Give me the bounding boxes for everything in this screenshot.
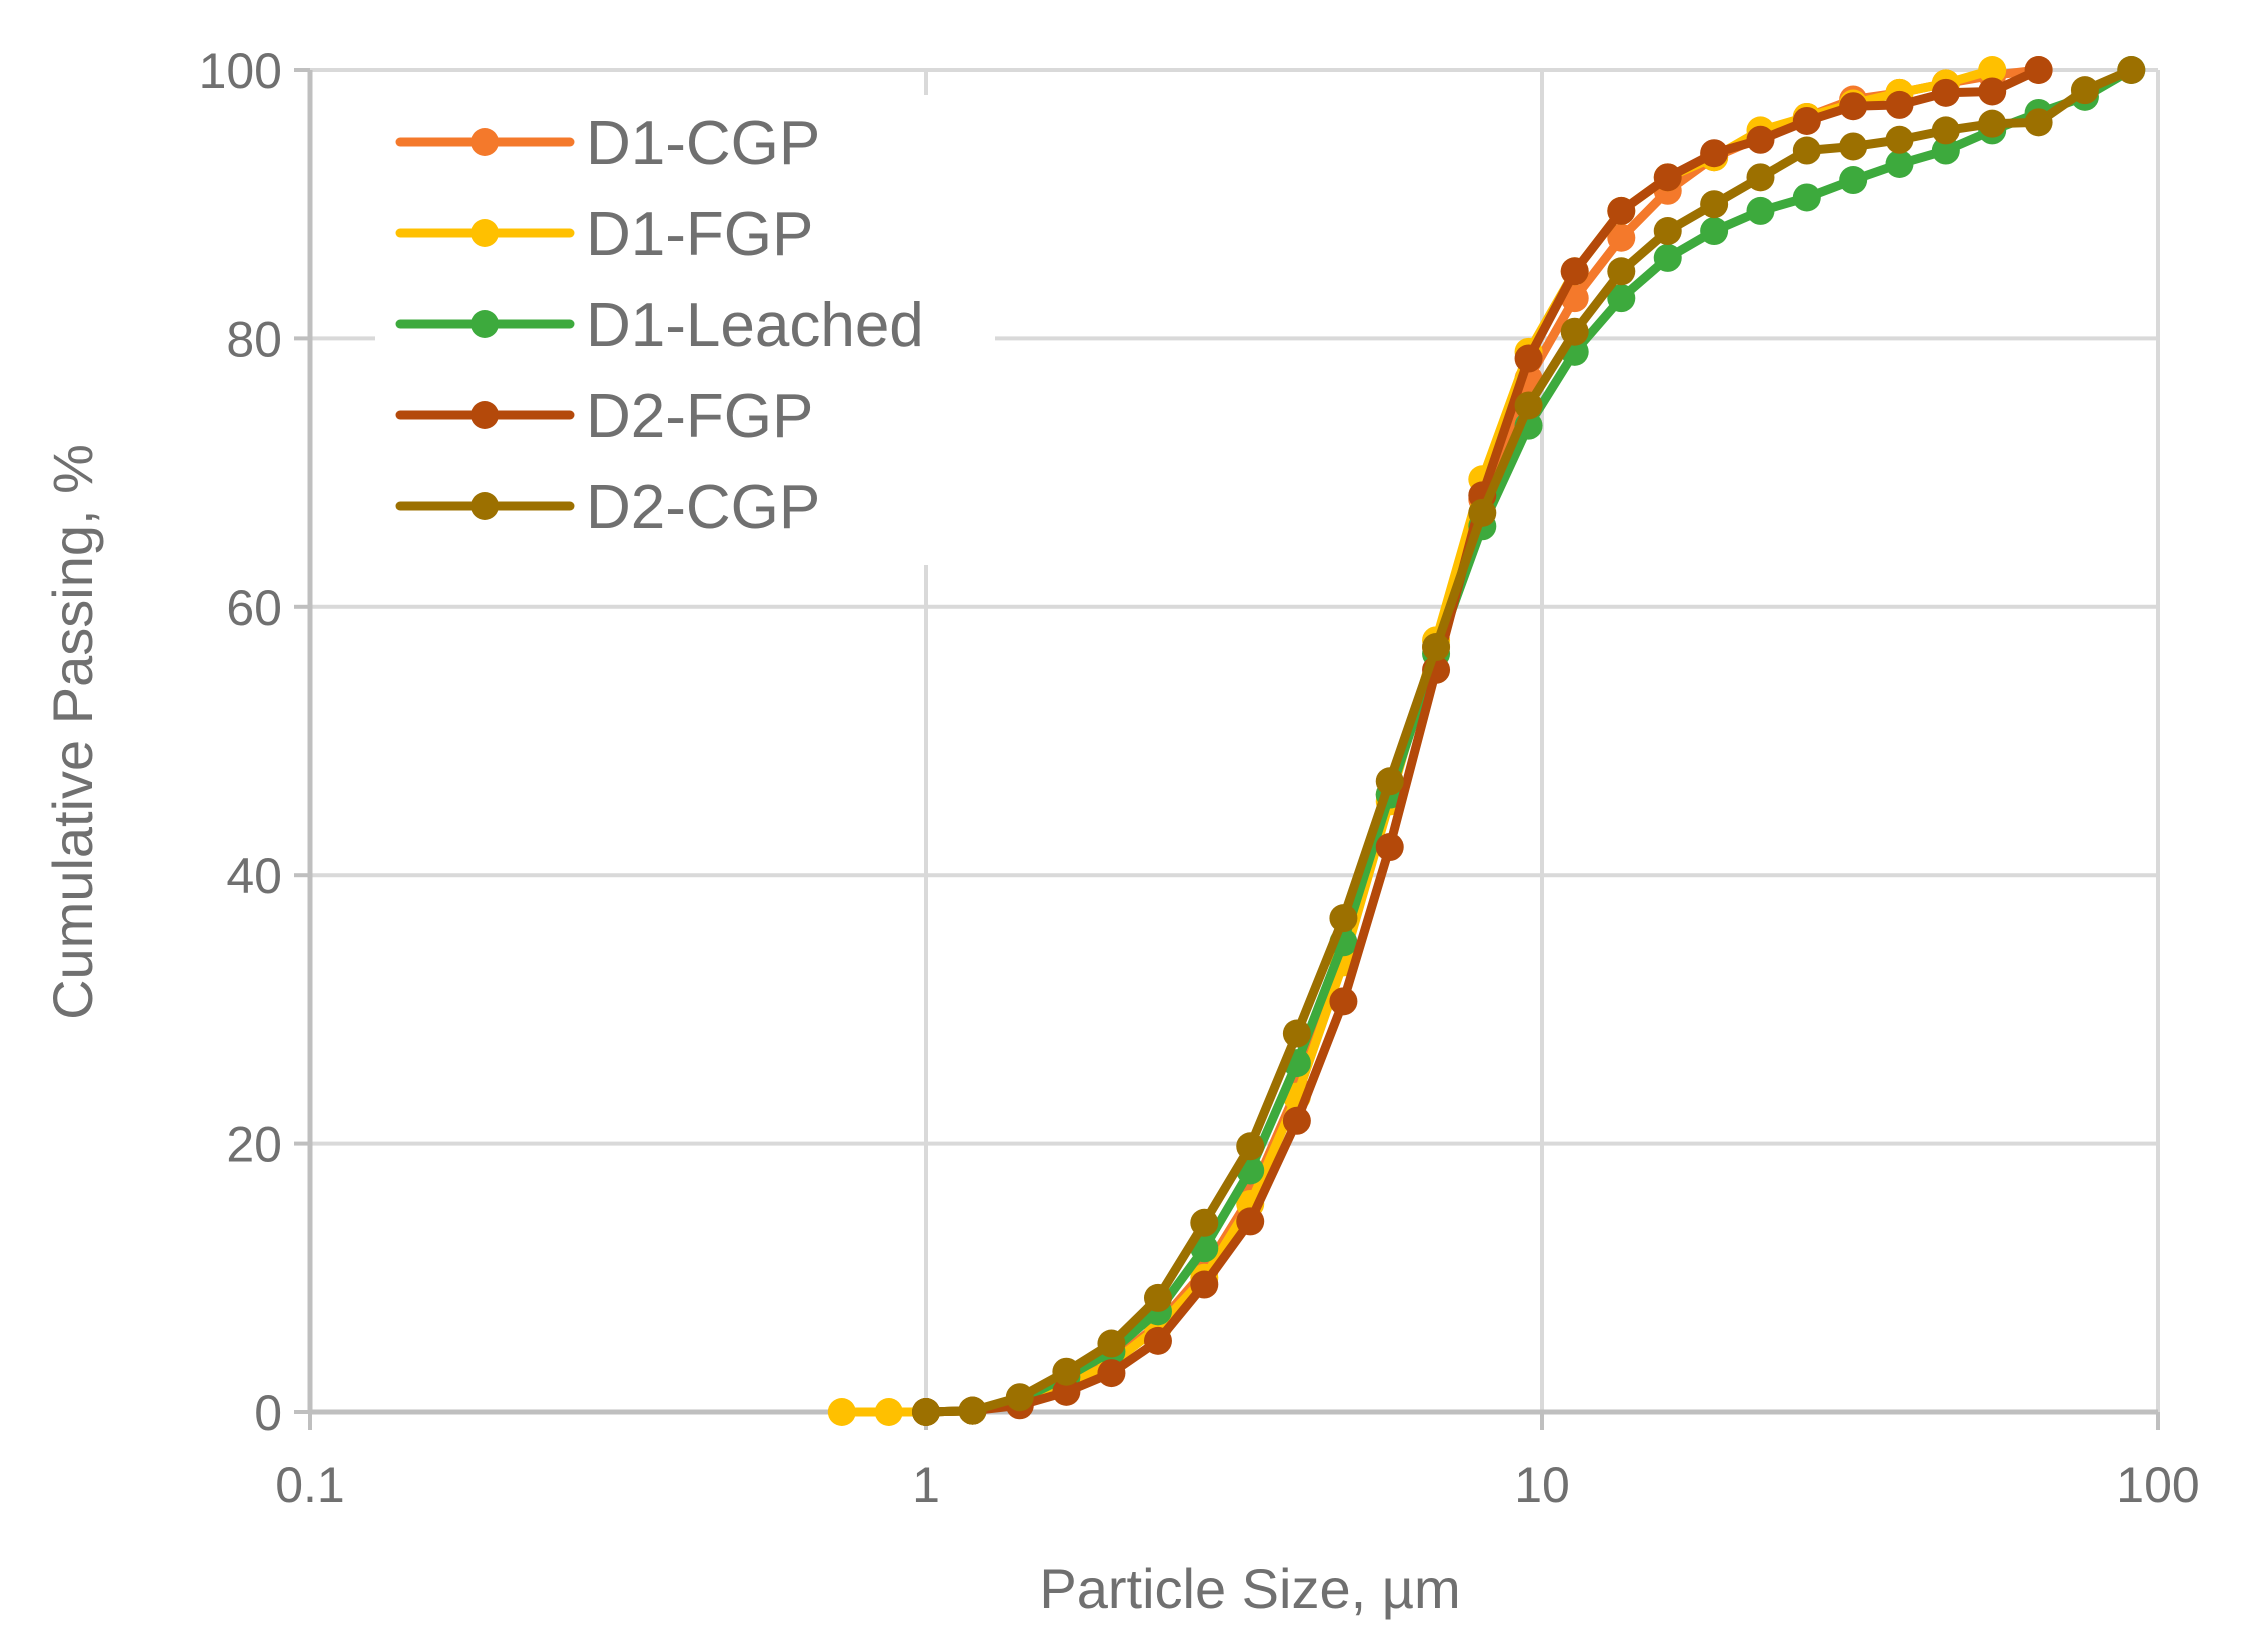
legend-item-d1-leached: D1-Leached [395,291,924,360]
data-point-d2-cgp [1514,391,1543,420]
data-point-d2-cgp [1005,1383,1034,1412]
data-point-d1-leached [1839,166,1868,195]
data-point-d1-cgp [1607,223,1636,252]
data-point-d2-cgp [1329,904,1358,933]
y-tick-label: 0 [254,1385,282,1441]
x-tick-label: 100 [2116,1457,2199,1513]
legend-label: D1-Leached [586,291,924,360]
data-point-d2-cgp [2117,56,2146,84]
data-point-d1-leached [1653,243,1682,272]
data-point-d2-fgp [1607,196,1636,225]
data-point-d2-cgp [1560,317,1589,346]
data-point-d1-fgp [874,1398,903,1426]
data-point-d2-fgp [1514,344,1543,373]
data-point-d2-cgp [1282,1019,1311,1048]
data-point-d1-leached [1792,183,1821,212]
data-point-d2-cgp [1375,767,1404,796]
y-tick-label: 80 [226,311,282,367]
data-point-d2-cgp [1052,1357,1081,1386]
data-point-d2-cgp [1978,109,2007,138]
data-point-d2-fgp [1931,78,1960,107]
legend-label: D2-CGP [586,473,820,542]
data-point-d2-cgp [1097,1329,1126,1358]
legend-label: D1-CGP [586,109,820,178]
data-point-d2-cgp [2070,76,2099,105]
data-point-d2-fgp [1560,257,1589,286]
data-point-d2-cgp [1468,498,1497,527]
data-point-d2-fgp [1653,163,1682,192]
data-point-d2-cgp [1931,116,1960,145]
y-tick-label: 40 [226,848,282,904]
data-point-d2-fgp [1143,1326,1172,1355]
data-point-d2-fgp [2024,56,2053,84]
y-axis-title: Cumulative Passing, % [41,444,104,1020]
data-point-d1-leached [1700,217,1729,246]
data-point-d2-cgp [1190,1208,1219,1237]
data-point-d1-leached [1607,284,1636,313]
data-point-d1-leached [1746,196,1775,225]
data-point-d2-fgp [1839,92,1868,121]
data-point-d2-fgp [1792,106,1821,135]
axes [294,68,2160,1430]
data-point-d2-cgp [1700,190,1729,219]
data-point-d2-cgp [1885,125,1914,154]
y-tick-label: 20 [226,1117,282,1173]
series-layer [827,56,2146,1426]
x-tick-label: 10 [1514,1457,1570,1513]
x-axis-title: Particle Size, µm [1039,1557,1460,1620]
data-point-d2-cgp [1792,136,1821,165]
data-point-d2-fgp [1978,77,2007,106]
legend-swatch-marker [471,128,499,156]
legend-label: D2-FGP [586,382,813,451]
legend-swatch-marker [471,310,499,338]
data-point-d2-fgp [1746,125,1775,154]
data-point-d2-cgp [1653,217,1682,246]
data-point-d2-cgp [1236,1132,1265,1161]
data-point-d2-fgp [1236,1207,1265,1236]
data-point-d2-cgp [1746,163,1775,192]
data-point-d2-cgp [912,1398,940,1426]
data-point-d2-cgp [1839,132,1868,161]
x-tick-label: 1 [912,1457,940,1513]
data-point-d1-leached [1931,136,1960,165]
data-point-d2-cgp [958,1396,987,1425]
data-point-d2-cgp [1607,257,1636,286]
tick-labels: 0 20 40 60 80 100 0.1 1 10 100 [199,43,2200,1513]
legend: D1-CGP D1-FGP D1-Leached D2-FGP D2-CGP [375,95,995,565]
data-point-d1-fgp [1978,56,2007,84]
data-point-d1-leached [1885,149,1914,178]
x-tick-label: 0.1 [275,1457,345,1513]
series-d2-fgp [912,56,2053,1426]
legend-item-d1-fgp: D1-FGP [395,200,813,269]
legend-item-d2-cgp: D2-CGP [395,473,820,542]
legend-swatch-marker [471,401,499,429]
data-point-d2-fgp [1052,1377,1081,1406]
legend-label: D1-FGP [586,200,813,269]
data-point-d2-cgp [1422,633,1451,662]
legend-item-d1-cgp: D1-CGP [395,109,820,178]
data-point-d2-fgp [1329,987,1358,1016]
data-point-d2-fgp [1097,1359,1126,1388]
data-point-d2-fgp [1885,90,1914,119]
legend-swatch-marker [471,219,499,247]
data-point-d2-fgp [1375,833,1404,862]
data-point-d2-fgp [1700,139,1729,168]
legend-item-d2-fgp: D2-FGP [395,382,813,451]
legend-swatch-marker [471,492,499,520]
data-point-d1-fgp [827,1398,856,1426]
y-tick-label: 100 [199,43,282,99]
series-d2-cgp [912,56,2146,1426]
data-point-d2-cgp [2024,108,2053,137]
y-tick-label: 60 [226,580,282,636]
data-point-d2-fgp [1190,1270,1219,1299]
data-point-d2-fgp [1282,1106,1311,1135]
data-point-d2-cgp [1143,1283,1172,1312]
